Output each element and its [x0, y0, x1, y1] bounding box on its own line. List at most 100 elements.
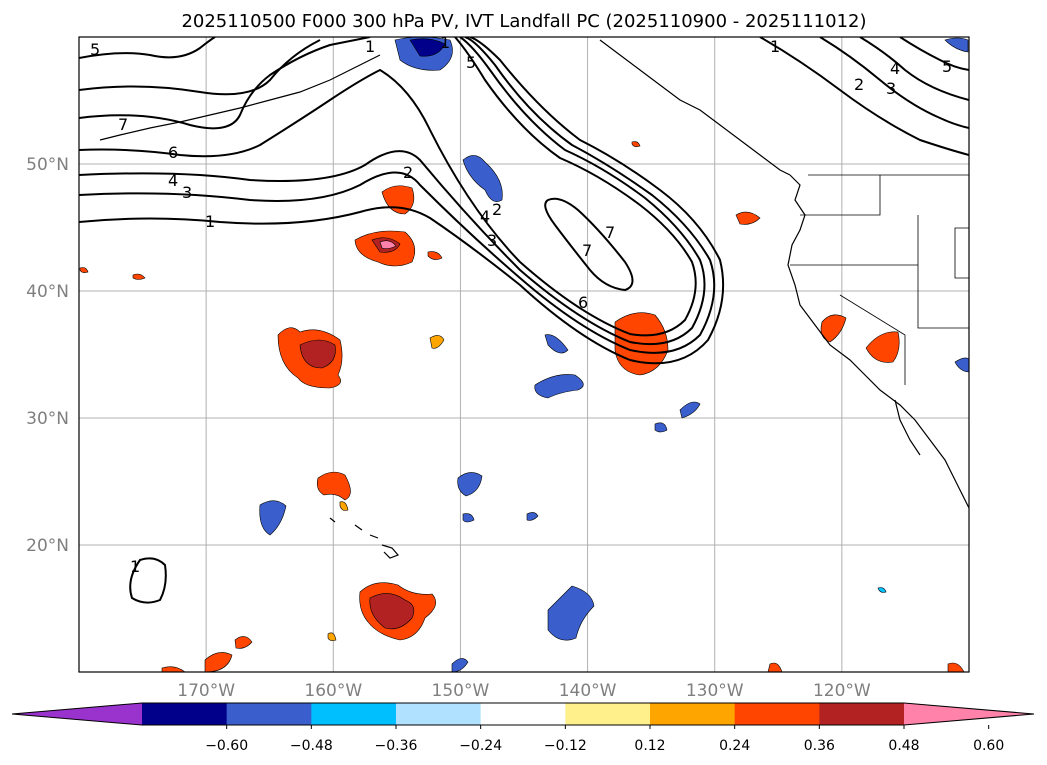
anomaly-blob [865, 331, 900, 363]
colorbar-tick-label: 0.48 [888, 738, 919, 754]
colorbar-under-extension [12, 703, 142, 725]
colorbar-segment [480, 703, 566, 725]
anomaly-blob [327, 632, 337, 641]
anomaly-blob [429, 335, 445, 349]
contour-label: 5 [942, 57, 952, 76]
anomaly-blob [457, 472, 483, 497]
colorbar-tick-label: 0.36 [804, 738, 835, 754]
contour-label: 5 [90, 40, 100, 59]
coastlines [99, 39, 969, 559]
colorbar-outline [11, 702, 1035, 726]
contour-label: 5 [466, 53, 476, 72]
anomaly-blob [204, 652, 233, 672]
longitude-label: 140°W [559, 681, 617, 701]
contour-label: 7 [118, 115, 128, 134]
pv-contours [79, 37, 969, 604]
colorbar-segment [734, 703, 820, 725]
contour-label: 1 [770, 37, 780, 56]
contour-label: 7 [605, 223, 615, 242]
colorbar-tick-label: −0.60 [205, 738, 248, 754]
colorbar-over-extension [904, 703, 1034, 725]
contour-label: 3 [886, 79, 896, 98]
anomaly-blob [654, 422, 668, 433]
longitude-label: 130°W [686, 681, 744, 701]
colorbar-segment [311, 703, 397, 725]
anomaly-blob [877, 587, 887, 593]
anomaly-blob [132, 273, 146, 280]
contour-label: 6 [578, 293, 588, 312]
contour-label: 2 [492, 200, 502, 219]
colorbar-tick-label: −0.12 [544, 738, 587, 754]
anomaly-blob [427, 251, 443, 260]
colorbar: −0.60 −0.48 −0.36 −0.24 −0.12 0.12 0.24 0.36 0.4… [11, 702, 1035, 754]
anomaly-blob [79, 267, 89, 273]
anomaly-blob [679, 401, 701, 419]
colorbar-tick-label: 0.12 [634, 738, 665, 754]
anomaly-blob [954, 357, 969, 373]
colorbar-segment [396, 703, 482, 725]
colorbar-tick-label: 0.24 [719, 738, 750, 754]
latitude-label: 50°N [26, 155, 69, 175]
contour-label: 4 [480, 207, 490, 226]
anomaly-blob [767, 662, 783, 672]
colorbar-tick-label: 0.60 [973, 738, 1004, 754]
figure-title: 2025110500 F000 300 hPa PV, IVT Landfall… [181, 11, 866, 32]
colorbar-segment [226, 703, 312, 725]
contour-label: 3 [182, 183, 192, 202]
colorbar-tick-label: −0.24 [459, 738, 502, 754]
anomaly-blob [631, 141, 641, 147]
anomaly-blob [462, 513, 475, 523]
contour-label: 2 [403, 163, 413, 182]
anomaly-blob [534, 374, 584, 399]
anomaly-blob [735, 211, 761, 225]
colorbar-segment [142, 703, 228, 725]
anomaly-blob [339, 501, 349, 511]
contour-label: 1 [440, 33, 450, 52]
contour-label: 1 [130, 557, 140, 576]
contour-label: 2 [854, 75, 864, 94]
contour-label: 4 [168, 171, 178, 190]
contour-label: 1 [205, 212, 215, 231]
colorbar-segment [819, 703, 905, 725]
colorbar-tick-label: −0.48 [290, 738, 333, 754]
map-frame [78, 36, 970, 673]
latitude-label: 30°N [26, 409, 69, 429]
latitude-labels: 50°N 40°N 30°N 20°N [26, 155, 69, 556]
baja-coast [894, 399, 921, 456]
alaska-coast [599, 39, 791, 176]
anomaly-blob [462, 155, 503, 202]
anomaly-blob [259, 500, 287, 536]
anomaly-blob [234, 636, 253, 649]
negative-anomaly-regions [259, 37, 969, 672]
anomaly-blob [947, 662, 965, 672]
latitude-label: 20°N [26, 536, 69, 556]
anomaly-blob [299, 339, 336, 369]
anomaly-blob [526, 512, 539, 521]
longitude-labels: 170°W 160°W 150°W 140°W 130°W 120°W [177, 681, 871, 701]
contour-label: 7 [582, 241, 592, 260]
contour-label: 4 [890, 59, 900, 78]
colorbar-segment [565, 703, 651, 725]
colorbar-segment [650, 703, 736, 725]
anomaly-blob [379, 240, 397, 249]
contour-label: 1 [365, 37, 375, 56]
contour-labels: 5 7 6 4 3 1 2 2 4 3 7 7 6 1 2 3 4 5 1 5 … [90, 33, 952, 576]
longitude-label: 150°W [432, 681, 490, 701]
longitude-label: 160°W [304, 681, 362, 701]
anomaly-blob [369, 593, 415, 630]
map-background [79, 37, 969, 672]
anomaly-blob [409, 38, 446, 57]
anomaly-blob [544, 334, 569, 354]
contour-label: 3 [487, 231, 497, 250]
anomaly-blob [316, 471, 351, 501]
anomaly-blob [944, 37, 969, 53]
aleutians [99, 54, 381, 141]
longitude-label: 120°W [813, 681, 871, 701]
colorbar-tick-label: −0.36 [375, 738, 418, 754]
north-america-coast [787, 174, 969, 510]
contour-label: 6 [168, 143, 178, 162]
longitude-label: 170°W [177, 681, 235, 701]
state-borders [790, 174, 969, 385]
anomaly-blob [547, 585, 595, 641]
